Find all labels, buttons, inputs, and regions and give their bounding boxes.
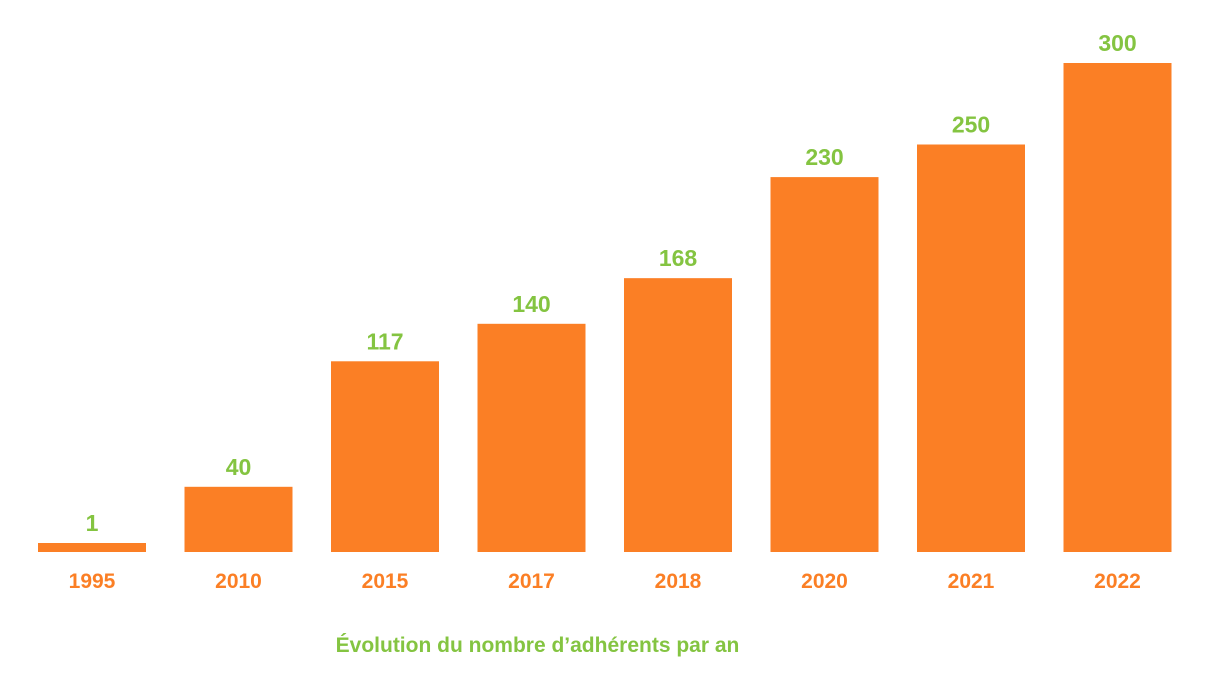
chart-title: Évolution du nombre d’adhérents par an	[335, 634, 740, 657]
bar-2018	[624, 278, 732, 552]
x-tick-labels-group: 1995 2010 2015 2017 2018 2020 2021 2022	[69, 570, 1141, 593]
bar-2010	[184, 486, 293, 552]
x-tick-label-2018: 2018	[655, 570, 702, 593]
x-tick-label-2017: 2017	[508, 570, 555, 593]
bar-2020	[770, 177, 879, 552]
data-label-1995: 1	[86, 510, 99, 536]
data-label-2010: 40	[226, 454, 252, 480]
bar-2021	[917, 144, 1025, 552]
data-label-2022: 300	[1098, 30, 1136, 56]
x-tick-label-2020: 2020	[801, 570, 848, 593]
data-label-2020: 230	[805, 144, 843, 170]
bar-1995	[38, 543, 146, 552]
data-label-2018: 168	[659, 245, 698, 271]
x-tick-label-1995: 1995	[69, 570, 116, 593]
x-tick-label-2022: 2022	[1094, 570, 1141, 593]
x-tick-label-2015: 2015	[362, 570, 409, 593]
bar-2022	[1063, 63, 1172, 552]
data-label-2015: 117	[366, 328, 403, 354]
bars-group	[38, 63, 1172, 552]
bar-2017	[477, 323, 586, 552]
x-tick-label-2010: 2010	[215, 570, 262, 593]
bar-2015	[331, 361, 439, 552]
data-label-2017: 140	[512, 291, 550, 317]
x-tick-label-2021: 2021	[948, 570, 995, 593]
data-label-2021: 250	[952, 112, 990, 138]
